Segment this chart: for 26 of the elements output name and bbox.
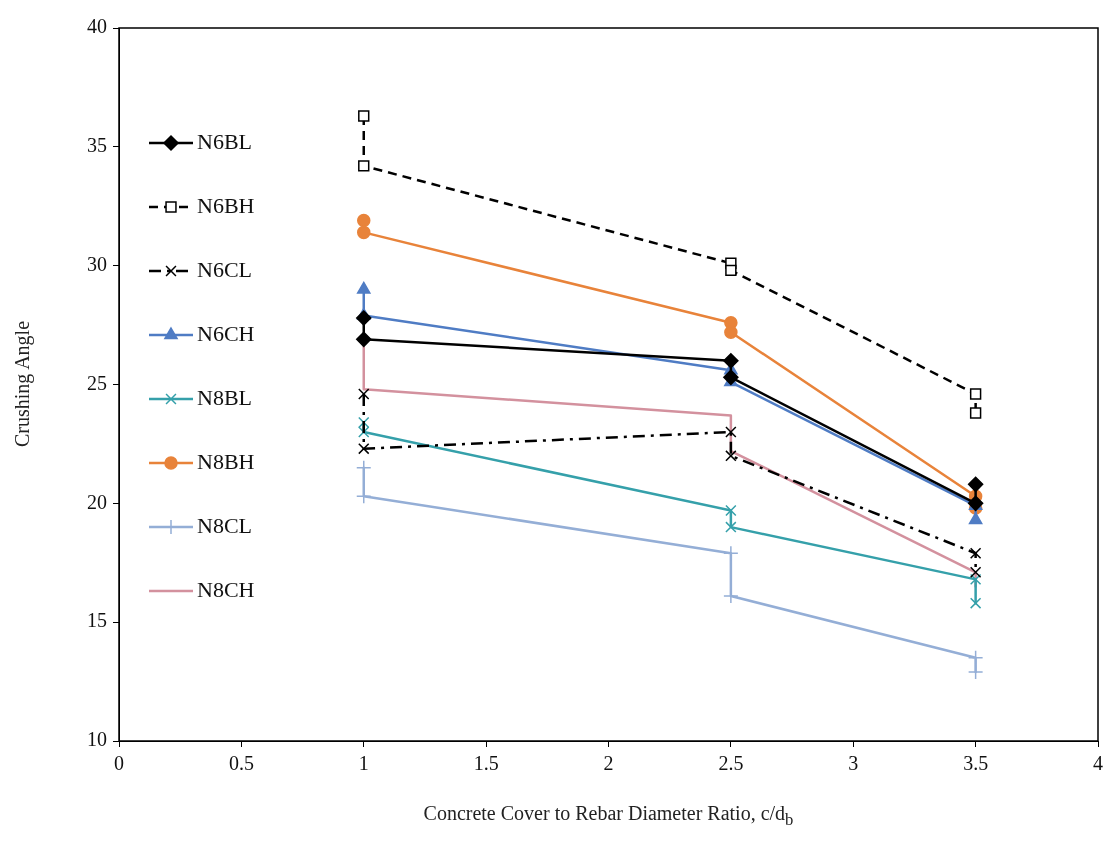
- y-tick-label: 20: [87, 490, 107, 513]
- x-tick-label: 3.5: [963, 752, 989, 775]
- x-tick-label: 2.5: [718, 752, 744, 775]
- legend-label: N6BH: [197, 192, 255, 218]
- x-tick-label: 1.5: [473, 752, 499, 775]
- y-tick-label: 10: [87, 728, 107, 751]
- x-tick-label: 3: [848, 752, 859, 775]
- x-tick-label: 4: [1093, 752, 1103, 775]
- legend-label: N8CL: [197, 512, 252, 538]
- x-tick-label: 0: [114, 752, 124, 775]
- legend-label: N6CH: [197, 320, 255, 346]
- legend-label: N6BL: [197, 128, 252, 154]
- legend-label: N8CH: [197, 576, 255, 602]
- y-tick-label: 40: [87, 15, 107, 38]
- legend-label: N8BL: [197, 384, 252, 410]
- legend-label: N6CL: [197, 256, 252, 282]
- y-tick-label: 35: [87, 134, 107, 157]
- x-tick-label: 0.5: [228, 752, 254, 775]
- x-tick-label: 1: [358, 752, 369, 775]
- y-axis-title: Crushing Angle: [10, 320, 34, 448]
- y-tick-label: 30: [87, 252, 107, 275]
- y-tick-label: 25: [87, 371, 107, 394]
- x-tick-label: 2: [603, 752, 614, 775]
- x-axis-title: Concrete Cover to Rebar Diameter Ratio, c/d$_{b}$: [422, 802, 795, 830]
- y-tick-label: 15: [87, 609, 107, 632]
- legend-label: N8BH: [197, 448, 255, 474]
